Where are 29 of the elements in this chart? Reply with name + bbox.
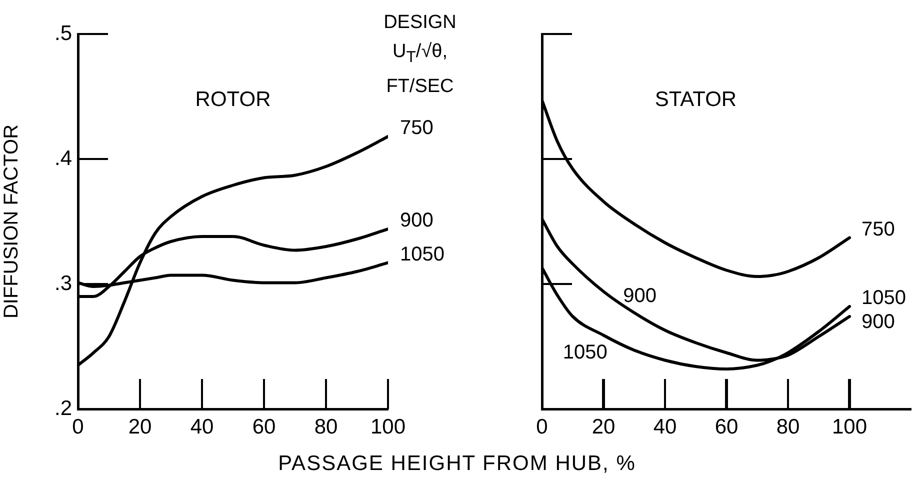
y-tick-label: .3	[54, 272, 72, 295]
series-label: 1050	[400, 243, 444, 266]
annotation: 1050	[862, 287, 906, 310]
x-tick-label: 20	[128, 415, 152, 438]
x-tick-label: 80	[314, 415, 338, 438]
y-axis-title: DIFFUSION FACTOR	[0, 124, 23, 319]
x-tick-label: 0	[536, 415, 548, 438]
text: STATOR	[654, 88, 737, 111]
legend-title: DESIGN U$_{T}$/√θ, FT/SEC	[382, 11, 458, 99]
x-tick-label: 40	[190, 415, 214, 438]
annotation: 900	[862, 311, 895, 334]
x-tick-label: 100	[832, 415, 868, 438]
series-label: 1050	[562, 341, 608, 364]
x-tick-label: 0	[72, 415, 84, 438]
y-tick-label: .2	[54, 396, 72, 420]
y-tick-label: .4	[54, 146, 72, 170]
series-label: 750	[400, 117, 434, 140]
x-tick-label: 40	[653, 415, 677, 438]
x-axis-title: PASSAGE HEIGHT FROM HUB, %	[277, 452, 637, 476]
x-tick-label: 60	[714, 415, 738, 438]
text: ROTOR	[195, 88, 271, 111]
series-label: 900	[623, 285, 656, 308]
series-label: 750	[862, 218, 895, 240]
y-tick-label: .5	[54, 22, 72, 45]
x-tick-label: 100	[370, 415, 406, 438]
x-tick-label: 60	[252, 415, 276, 438]
series-label: 900	[400, 210, 434, 232]
x-tick-label: 80	[776, 415, 800, 438]
x-tick-label: 20	[592, 415, 616, 438]
